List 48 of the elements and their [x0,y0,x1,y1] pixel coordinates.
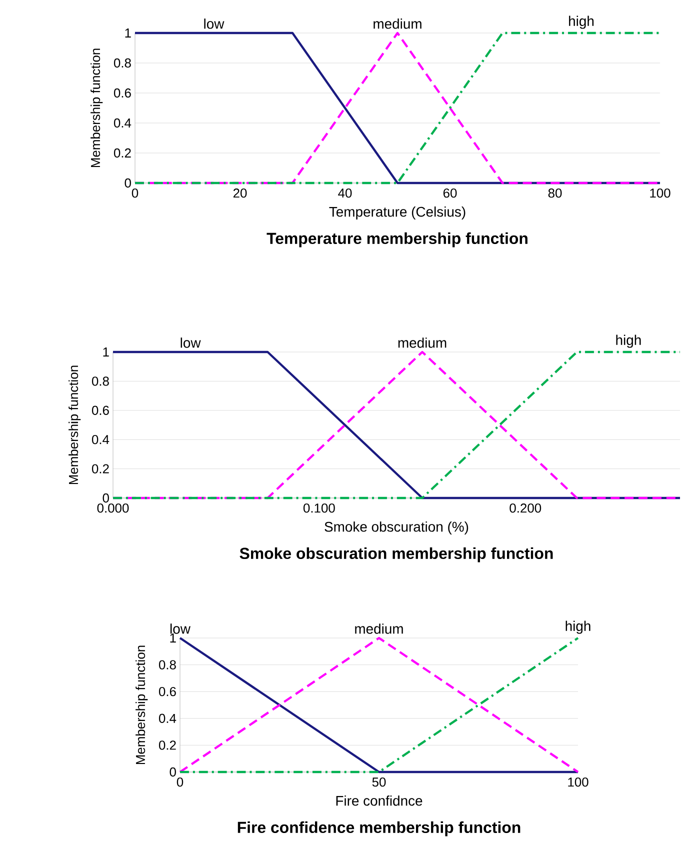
x-axis-title: Smoke obscuration (%) [324,522,468,535]
x-tick-label: 50 [372,778,386,787]
x-tick-label: 60 [443,188,457,198]
series-label: high [566,620,590,634]
text: Temperature membership function [266,232,528,248]
series-label: low [180,338,201,348]
series-label: low [204,18,224,29]
y-tick-label: 0.4 [92,435,110,444]
y-tick-label: 1 [103,348,109,356]
y-tick-label: 0 [124,178,131,188]
y-tick-label: 0.4 [114,118,132,128]
y-tick-label: 0 [102,493,109,503]
series-label: high [616,334,641,348]
y-tick-label: 0.6 [92,406,109,415]
series-label: medium [374,18,422,29]
y-tick-label: 0 [170,767,176,777]
y-axis-title: Membership function [90,48,103,168]
text: Smoke obscuration membership function [240,547,553,562]
y-axis-title: Membership function [136,646,148,764]
series-label: low [170,624,190,634]
y-tick-label: 0.8 [158,660,176,670]
y-tick-label: 0.8 [92,376,109,386]
x-tick-label: 0 [132,188,138,198]
x-tick-label: 100 [568,778,588,787]
x-axis-title: Fire confidnce [336,796,422,806]
x-tick-label: 80 [548,188,562,198]
x-axis-title: Temperature (Celsius) [329,206,466,220]
y-axis-title: Membership function [68,366,81,484]
x-tick-label: 100 [650,188,670,198]
y-tick-label: 0.4 [158,714,176,723]
y-tick-label: 0.6 [158,687,176,696]
text: Fire confidence membership function [238,821,520,836]
y-tick-label: 0.8 [114,58,131,68]
y-tick-label: 1 [125,28,131,38]
series-label: high [569,16,594,29]
x-tick-label: 20 [233,188,247,198]
x-tick-label: 0.200 [510,504,542,513]
y-tick-label: 0.2 [92,464,109,474]
x-tick-label: 0 [176,778,184,787]
series-label: medium [355,624,403,634]
x-tick-label: 0.000 [97,504,129,513]
x-tick-label: 40 [338,188,352,198]
x-tick-label: 0.100 [303,504,335,513]
series-label: medium [398,338,446,348]
y-tick-label: 0.6 [114,88,131,98]
y-tick-label: 0.2 [158,740,176,750]
y-tick-label: 1 [170,634,176,642]
y-tick-label: 0.2 [114,148,131,158]
